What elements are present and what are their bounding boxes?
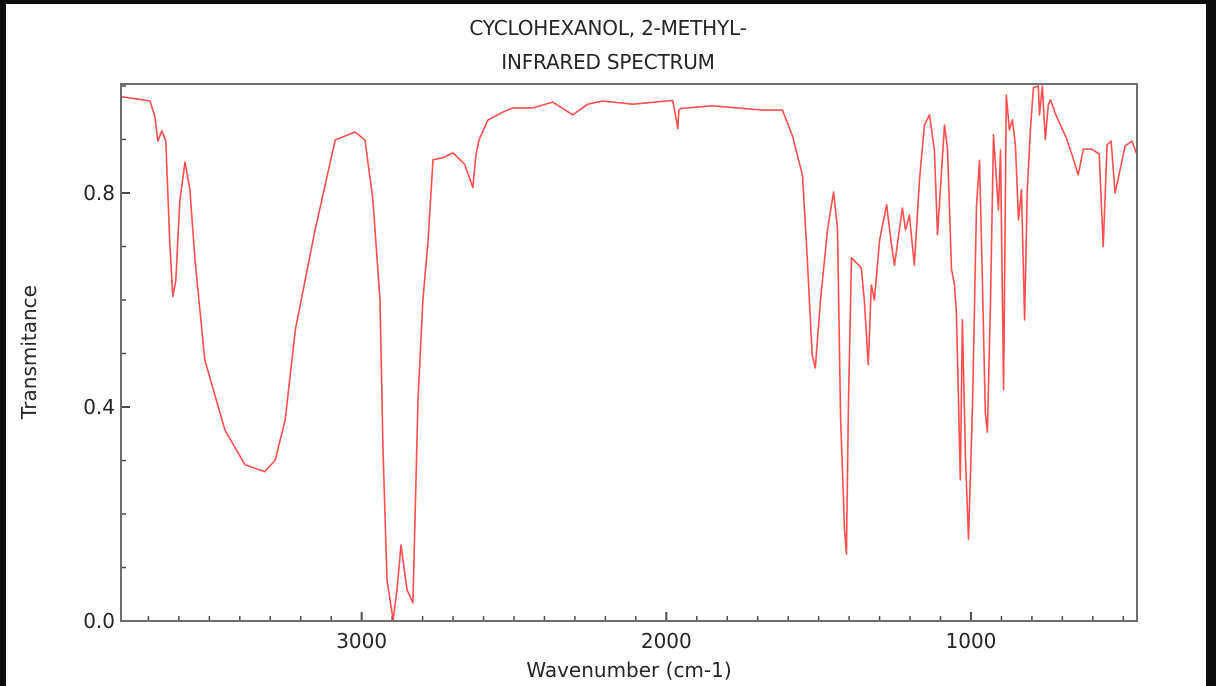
y-axis-label: Transmitance [17,285,41,420]
y-tick-label: 0.8 [83,181,115,205]
y-tick-label: 0.0 [83,609,115,633]
x-axis-label: Wavenumber (cm-1) [526,658,731,682]
chart-title: CYCLOHEXANOL, 2-METHYL- [469,16,747,40]
x-tick-label: 3000 [336,629,387,653]
y-tick-label: 0.4 [83,395,115,419]
tick-labels: 3000 2000 1000 0.0 0.4 0.8 [83,181,996,653]
spectrum-line [120,85,1138,621]
plot-frame [120,83,1138,622]
x-tick-label: 1000 [946,629,997,653]
x-tick-label: 2000 [641,629,692,653]
chart-subtitle: INFRARED SPECTRUM [501,50,715,74]
